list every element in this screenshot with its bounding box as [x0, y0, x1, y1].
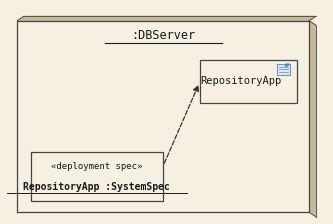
FancyBboxPatch shape: [17, 21, 309, 212]
Polygon shape: [309, 21, 316, 217]
FancyBboxPatch shape: [31, 152, 163, 201]
Polygon shape: [286, 64, 289, 67]
FancyBboxPatch shape: [200, 60, 297, 103]
Text: «deployment spec»: «deployment spec»: [51, 162, 143, 171]
Text: RepositoryApp: RepositoryApp: [200, 76, 281, 86]
Text: RepositoryApp :SystemSpec: RepositoryApp :SystemSpec: [23, 182, 170, 192]
Polygon shape: [17, 16, 316, 21]
Text: :DBServer: :DBServer: [131, 29, 195, 42]
FancyBboxPatch shape: [277, 64, 289, 75]
